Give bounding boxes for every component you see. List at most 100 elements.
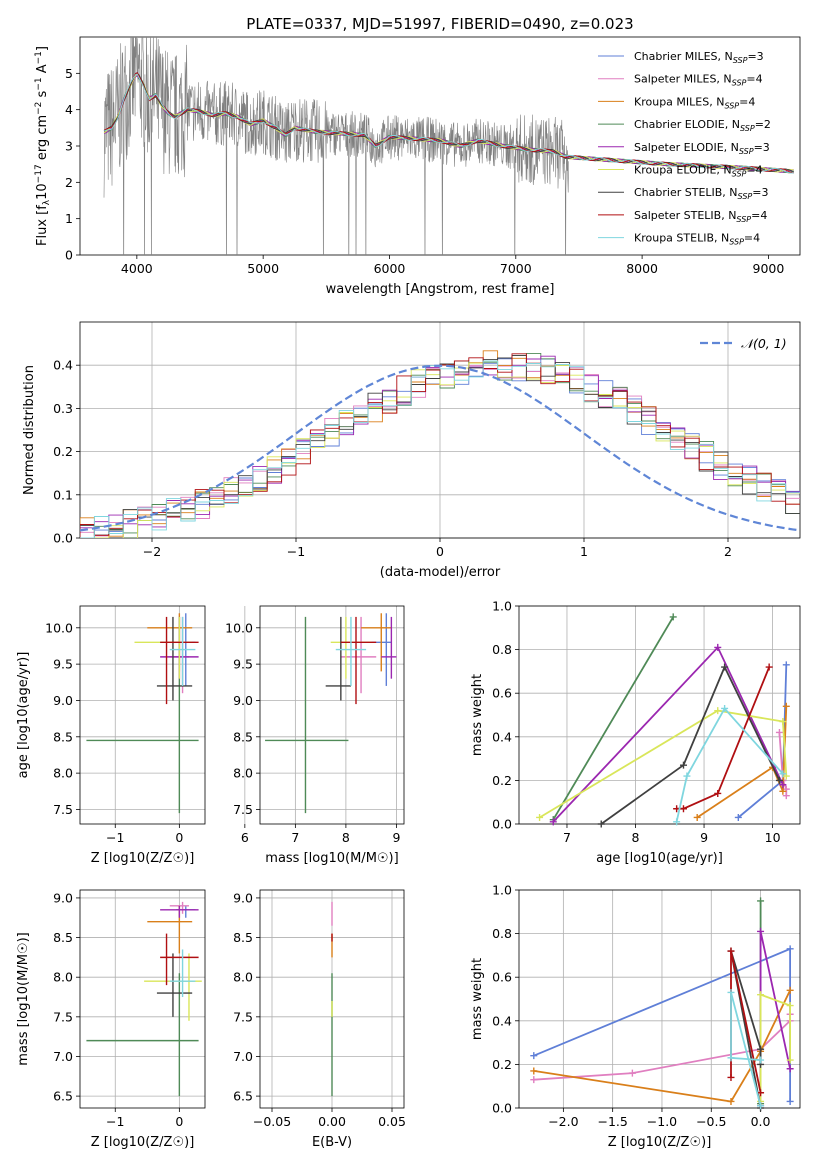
y-tick-label: 0.3 <box>53 401 73 416</box>
y-tick-label: 9.5 <box>53 657 73 672</box>
axes-frame <box>79 36 801 256</box>
y-tick-label: 0.0 <box>492 1101 512 1116</box>
model-fit-line <box>103 73 794 174</box>
y-axis-label: mass weight <box>470 958 485 1040</box>
x-axis-label: Z [log10(Z/Z☉)] <box>91 1135 195 1150</box>
mass-weight-marker <box>757 991 765 999</box>
x-tick-label: 7 <box>291 830 299 845</box>
mass-weight-marker <box>597 820 605 828</box>
y-tick-label: 10.0 <box>45 620 73 635</box>
spectrum-axes: 4000 5000 6000 7000 8000 9000 0 1 2 3 4 5 <box>65 36 801 276</box>
mass-weight-vs-metallicity-axes-plot-area <box>530 897 794 1112</box>
y-tick-label: 0 <box>65 248 73 263</box>
y-tick-label: 0.4 <box>53 358 73 373</box>
x-axis-label: mass [log10(M/M☉)] <box>265 851 398 866</box>
mass-weight-vs-metallicity-axes: −2.0 −1.5 −1.0 −0.5 0.0 0.0 0.2 0.4 0.6 0.8 1.0 <box>492 883 801 1129</box>
x-tick-label: 8 <box>342 830 350 845</box>
mass-weight-marker <box>693 813 701 821</box>
mass-weight-line <box>600 664 781 825</box>
y-tick-label: 0.2 <box>492 773 512 788</box>
mass-weight-line <box>730 950 762 1093</box>
mass-weight-marker <box>530 1076 538 1084</box>
mass-weight-marker <box>683 772 691 780</box>
mass-weight-marker <box>530 1052 538 1060</box>
y-tick-label: 0.6 <box>492 970 512 985</box>
x-tick-label: 8000 <box>626 261 658 276</box>
mass-weight-marker <box>549 818 557 826</box>
x-tick-label: 6 <box>241 830 249 845</box>
y-tick-label: 9.5 <box>233 657 253 672</box>
axes-frame <box>79 889 206 1109</box>
mass-vs-extinction-axes: −0.05 0.00 0.05 6.5 7.0 7.5 8.0 8.5 9.0 <box>233 889 406 1129</box>
legend-label: Chabrier STELIB, NSSP=3 <box>634 186 768 201</box>
mass-weight-marker <box>536 813 544 821</box>
age-vs-metallicity-axes: −1 0 7.5 8.0 8.5 9.0 9.5 10.0 <box>45 605 206 845</box>
y-tick-label: 7.5 <box>53 802 73 817</box>
y-tick-label: 1.0 <box>492 883 512 898</box>
mass-weight-marker <box>721 663 729 671</box>
x-axis-label: (data-model)/error <box>380 565 501 580</box>
x-tick-label: 0 <box>436 544 444 559</box>
y-tick-label: 7.0 <box>233 1049 253 1064</box>
mass-weight-marker <box>782 792 790 800</box>
y-tick-label: 2 <box>65 175 73 190</box>
mass-weight-marker <box>775 728 783 736</box>
mass-weight-marker <box>714 643 722 651</box>
y-tick-label: 5 <box>65 66 73 81</box>
mass-weight-vs-age-axes: 7 8 9 10 0.0 0.2 0.4 0.6 0.8 1.0 <box>492 599 801 845</box>
mass-weight-marker <box>628 1069 636 1077</box>
model-fit-line <box>103 72 794 174</box>
legend-label: Salpeter ELODIE, NSSP=3 <box>634 141 770 156</box>
y-tick-label: 7.0 <box>53 1049 73 1064</box>
mass-weight-marker <box>779 787 787 795</box>
mass-weight-marker <box>775 776 783 784</box>
mass-weight-line <box>675 706 784 822</box>
y-tick-label: 1 <box>65 211 73 226</box>
x-tick-label: 0.0 <box>751 1114 771 1129</box>
histogram-step-line <box>80 360 800 538</box>
mass-weight-vs-age-axes-plot-area <box>536 613 790 828</box>
x-tick-label: 1 <box>580 544 588 559</box>
mass-weight-marker <box>786 1097 794 1105</box>
legend-label: Salpeter MILES, NSSP=4 <box>634 73 763 88</box>
mass-weight-marker <box>727 1073 735 1081</box>
mass-weight-marker <box>757 1102 765 1110</box>
y-tick-label: 0.8 <box>492 926 512 941</box>
legend-label: Kroupa ELODIE, NSSP=4 <box>634 164 763 179</box>
axes-frame <box>518 605 801 825</box>
x-axis-label: age [log10(age/yr)] <box>596 851 723 866</box>
mass-weight-marker <box>757 927 765 935</box>
mass-weight-marker <box>727 988 735 996</box>
mass-weight-marker <box>721 704 729 712</box>
y-tick-label: 8.5 <box>233 729 253 744</box>
histogram-step-line <box>80 360 800 538</box>
chart-title: PLATE=0337, MJD=51997, FIBERID=0490, z=0… <box>246 15 633 33</box>
histogram-step-line <box>80 355 800 538</box>
y-axis-label: Normed distribution <box>22 365 37 495</box>
y-axis-label: mass [log10(M/M☉)] <box>16 932 31 1065</box>
legend-label: 𝒩(0, 1) <box>741 336 787 351</box>
x-tick-label: −1 <box>106 830 124 845</box>
mass-weight-marker <box>530 1067 538 1075</box>
y-tick-label: 8.5 <box>53 930 73 945</box>
x-tick-label: 10 <box>765 830 781 845</box>
mass-weight-line <box>552 616 674 821</box>
axes-frame <box>259 605 405 825</box>
mass-vs-metallicity-axes: −1 0 6.5 7.0 7.5 8.0 8.5 9.0 <box>53 889 206 1129</box>
y-tick-label: 0.4 <box>492 729 512 744</box>
y-tick-label: 0.8 <box>492 642 512 657</box>
mass-weight-marker <box>779 781 787 789</box>
y-tick-label: 0.6 <box>492 686 512 701</box>
axes-frame <box>259 889 405 1109</box>
x-tick-label: 8 <box>632 830 640 845</box>
y-tick-label: 1.0 <box>492 599 512 614</box>
y-tick-label: 8.5 <box>233 930 253 945</box>
age-vs-mass-axes-plot-area <box>265 613 397 814</box>
mass-weight-line <box>676 666 771 810</box>
mass-weight-line <box>730 992 762 1107</box>
age-vs-mass-axes: 6 7 8 9 7.5 8.0 8.5 9.0 9.5 10.0 <box>225 605 405 845</box>
y-tick-label: 8.5 <box>53 729 73 744</box>
mass-weight-marker <box>779 718 787 726</box>
mass-weight-marker <box>673 818 681 826</box>
